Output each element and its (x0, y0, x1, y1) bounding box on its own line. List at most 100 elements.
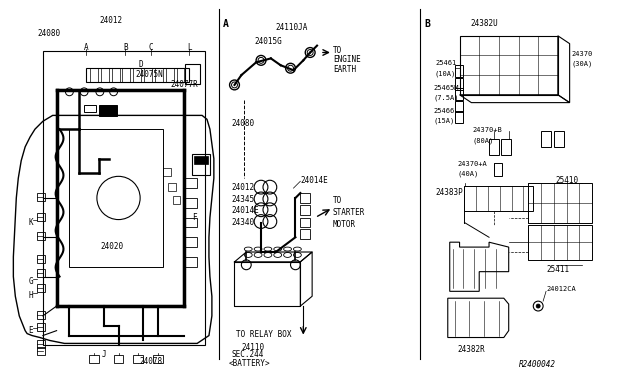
Bar (166, 68, 173, 82)
Text: (40A): (40A) (458, 170, 479, 177)
Text: B: B (123, 43, 128, 52)
Bar (37, 347, 45, 355)
Bar (69, 129, 163, 267)
Text: H: H (28, 291, 33, 300)
Bar (37, 285, 45, 292)
Text: D: D (138, 60, 143, 69)
Bar (465, 186, 533, 211)
Text: A: A (84, 43, 88, 52)
Bar (163, 169, 171, 176)
Text: G: G (28, 276, 33, 286)
Text: A: A (223, 19, 228, 29)
Bar (541, 131, 551, 147)
Bar (177, 68, 184, 82)
Text: 25411: 25411 (546, 265, 569, 274)
Text: 24012: 24012 (232, 183, 255, 192)
Bar (90, 68, 98, 82)
Bar (529, 225, 592, 260)
Text: TO: TO (333, 196, 342, 205)
Bar (186, 64, 200, 84)
Bar (186, 237, 197, 247)
Bar (454, 88, 463, 100)
Bar (37, 213, 45, 221)
Bar (454, 112, 463, 123)
Text: 24012: 24012 (99, 16, 122, 25)
Bar (186, 218, 197, 227)
Bar (489, 139, 499, 155)
Bar (144, 68, 152, 82)
Bar (460, 36, 558, 95)
Text: E: E (28, 326, 33, 335)
Text: ENGINE: ENGINE (333, 55, 360, 64)
Text: EARTH: EARTH (333, 65, 356, 74)
Text: MOTOR: MOTOR (333, 219, 356, 228)
Bar (37, 340, 45, 348)
Bar (168, 183, 175, 191)
Text: 24110JA: 24110JA (276, 23, 308, 32)
Bar (194, 156, 208, 164)
Bar (84, 105, 96, 112)
Text: (7.5A): (7.5A) (433, 95, 458, 101)
Bar (494, 163, 502, 176)
Bar (300, 230, 310, 239)
Text: <BATTERY>: <BATTERY> (228, 359, 270, 368)
Text: STARTER: STARTER (333, 208, 365, 217)
Text: (10A): (10A) (435, 70, 456, 77)
Text: TO: TO (333, 46, 342, 55)
Text: 24383P: 24383P (435, 188, 463, 197)
Bar (89, 355, 99, 363)
Text: F: F (192, 213, 197, 222)
Text: C: C (148, 43, 153, 52)
Text: (30A): (30A) (572, 60, 593, 67)
Text: 24020: 24020 (100, 242, 124, 251)
Text: 25410: 25410 (556, 176, 579, 185)
Bar (122, 68, 131, 82)
Text: 24340: 24340 (232, 218, 255, 227)
Bar (37, 323, 45, 331)
Bar (186, 257, 197, 267)
Bar (186, 178, 197, 188)
Text: 24382U: 24382U (470, 19, 498, 28)
Text: 24080: 24080 (38, 29, 61, 38)
Text: 24382R: 24382R (458, 345, 485, 355)
Bar (101, 68, 109, 82)
Bar (529, 183, 592, 222)
Bar (37, 311, 45, 319)
Bar (454, 101, 463, 112)
Bar (554, 131, 564, 147)
Text: 24077R: 24077R (171, 80, 198, 89)
Bar (454, 78, 463, 90)
Circle shape (536, 304, 540, 308)
Bar (111, 68, 120, 82)
Bar (173, 196, 180, 204)
Text: L: L (187, 43, 191, 52)
Text: 24370: 24370 (572, 51, 593, 57)
Text: B: B (424, 19, 430, 29)
Text: 24078: 24078 (140, 357, 163, 366)
Bar (133, 355, 143, 363)
Bar (86, 68, 189, 82)
Bar (37, 232, 45, 240)
Text: 24075N: 24075N (135, 70, 163, 79)
Text: 24345: 24345 (232, 195, 255, 204)
Text: 24370+B: 24370+B (472, 127, 502, 133)
Bar (300, 218, 310, 227)
Bar (454, 65, 463, 77)
Text: 25465M: 25465M (433, 85, 458, 91)
Bar (114, 355, 124, 363)
Bar (43, 51, 205, 345)
Bar (37, 193, 45, 201)
Bar (37, 269, 45, 276)
Bar (133, 68, 141, 82)
Bar (501, 139, 511, 155)
Bar (300, 193, 310, 203)
Bar (153, 355, 163, 363)
Bar (300, 205, 310, 215)
Text: R2400042: R2400042 (519, 360, 556, 369)
Text: 24014E: 24014E (300, 176, 328, 185)
Text: K: K (28, 218, 33, 227)
Bar (56, 90, 184, 306)
Bar (37, 255, 45, 263)
Bar (192, 154, 210, 175)
Text: 24370+A: 24370+A (458, 161, 487, 167)
